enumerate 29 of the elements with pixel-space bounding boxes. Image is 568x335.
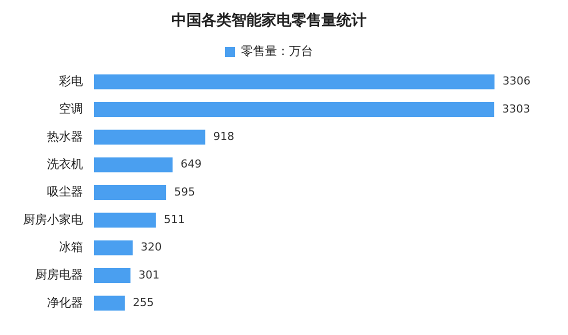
data-label: 301 <box>138 268 160 282</box>
data-label: 255 <box>132 296 154 310</box>
y-tick-label: 净化器 <box>47 295 83 310</box>
bar <box>94 212 156 228</box>
bar <box>94 157 173 172</box>
bar <box>94 296 125 311</box>
bar <box>94 268 130 283</box>
data-label: 595 <box>174 185 196 198</box>
bar <box>94 185 166 200</box>
data-label: 918 <box>213 130 234 144</box>
y-tick-label: 洗衣机 <box>47 156 83 171</box>
chart-title: 中国各类智能家电零售量统计 <box>172 10 366 29</box>
y-tick-label: 冰箱 <box>59 240 83 254</box>
bar <box>94 130 206 145</box>
data-label: 320 <box>140 240 162 254</box>
legend-label: 零售量：万台 <box>241 44 313 58</box>
y-tick-label: 吸尘器 <box>47 184 83 199</box>
bar <box>94 74 494 90</box>
data-label: 511 <box>164 213 185 226</box>
y-tick-label: 空调 <box>59 102 83 116</box>
data-label: 3306 <box>502 74 530 88</box>
bar <box>94 240 133 256</box>
y-tick-label: 热水器 <box>47 129 83 144</box>
data-label: 649 <box>180 158 202 171</box>
y-tick-label: 彩电 <box>59 74 83 88</box>
y-tick-label: 厨房电器 <box>35 268 83 282</box>
y-tick-label: 厨房小家电 <box>23 212 83 226</box>
data-label: 3303 <box>502 102 530 116</box>
bar <box>94 102 494 117</box>
